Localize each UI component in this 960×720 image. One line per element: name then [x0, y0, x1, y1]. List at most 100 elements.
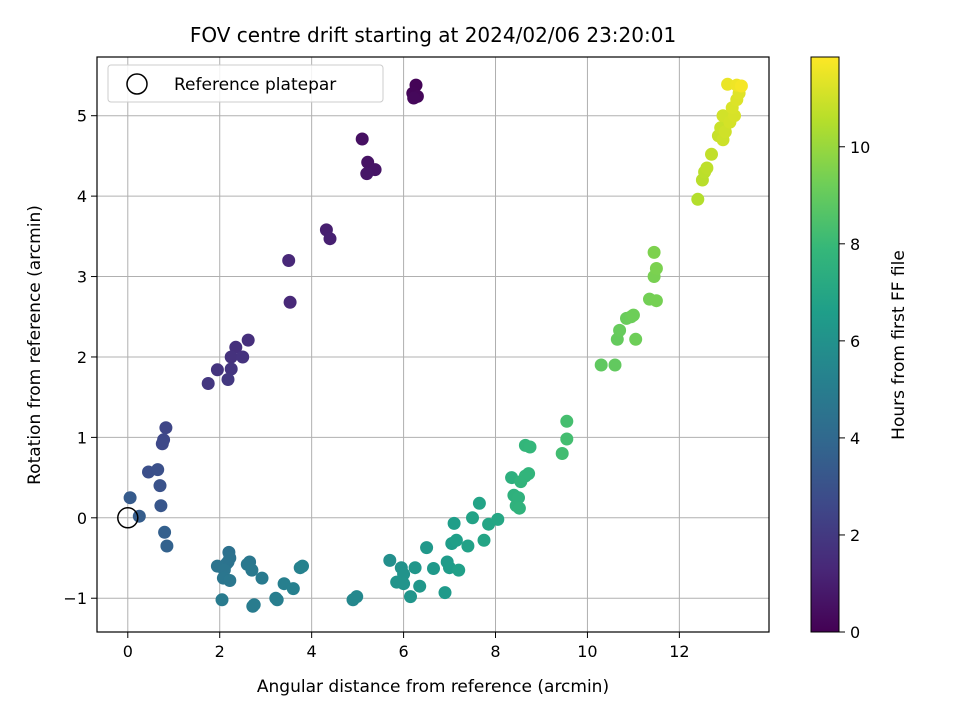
data-point — [449, 533, 463, 547]
data-point — [452, 563, 466, 577]
y-axis: −1 0 1 2 3 4 5 — [63, 107, 97, 608]
data-point — [255, 571, 269, 585]
data-point — [560, 414, 574, 428]
y-tick-label: 5 — [77, 107, 87, 126]
colorbar-ticks: 0 2 4 6 8 10 — [839, 138, 870, 642]
data-points — [123, 77, 748, 613]
data-point — [420, 541, 434, 555]
y-tick-label: −1 — [63, 589, 87, 608]
data-point — [512, 501, 526, 515]
colorbar-tick-label: 2 — [850, 526, 860, 545]
legend-marker-icon — [126, 73, 148, 95]
data-point — [223, 574, 237, 587]
legend-box — [107, 64, 384, 103]
data-point — [413, 579, 427, 593]
data-point — [407, 91, 421, 105]
data-point — [408, 561, 422, 575]
chart-title: FOV centre drift starting at 2024/02/06 … — [190, 23, 676, 47]
data-point — [229, 340, 243, 354]
data-point — [613, 323, 627, 337]
data-point — [158, 525, 172, 539]
data-point — [472, 496, 486, 510]
x-tick-label: 10 — [577, 642, 597, 661]
grid — [97, 57, 769, 632]
data-point — [360, 167, 374, 181]
data-point — [512, 491, 525, 505]
reference-marker-group — [117, 507, 139, 529]
data-point — [283, 295, 297, 309]
data-point — [286, 582, 300, 596]
plot-frame — [96, 56, 770, 633]
x-tick-label: 4 — [307, 642, 317, 661]
data-point — [221, 373, 235, 386]
data-point — [151, 463, 165, 477]
data-point — [608, 358, 622, 372]
x-tick-label: 12 — [669, 642, 689, 661]
data-point — [215, 593, 229, 607]
data-point — [355, 132, 369, 146]
data-point — [649, 294, 663, 308]
x-axis: 0 2 4 6 8 10 12 — [123, 632, 690, 661]
colorbar-tick-label: 6 — [850, 332, 860, 351]
colorbar: 0 2 4 6 8 10 Hours from first FF file — [810, 56, 909, 642]
data-point — [210, 363, 224, 377]
data-point — [691, 192, 705, 206]
data-point — [236, 350, 250, 364]
colorbar-tick-label: 0 — [850, 623, 860, 642]
data-point — [159, 421, 173, 435]
data-point — [461, 539, 475, 553]
data-point — [241, 333, 255, 347]
data-point — [323, 232, 337, 246]
y-tick-label: 2 — [77, 348, 87, 367]
data-point — [594, 358, 608, 372]
reference-platepar-marker — [117, 507, 139, 529]
data-point — [491, 512, 505, 526]
data-point — [427, 562, 440, 575]
y-tick-label: 3 — [77, 268, 87, 287]
data-point — [397, 577, 411, 591]
legend-label: Reference platepar — [174, 75, 336, 95]
colorbar-tick-label: 8 — [850, 235, 860, 254]
y-tick-label: 1 — [77, 428, 87, 447]
data-point — [154, 499, 168, 513]
legend: Reference platepar — [107, 64, 384, 103]
data-point — [296, 559, 309, 573]
data-point — [523, 440, 537, 454]
data-point — [153, 479, 167, 493]
y-tick-label: 4 — [77, 187, 87, 206]
colorbar-label: Hours from first FF file — [889, 250, 909, 440]
x-tick-label: 6 — [398, 642, 408, 661]
data-point — [383, 553, 397, 567]
y-tick-label: 0 — [77, 509, 87, 528]
data-point — [522, 467, 536, 481]
data-point — [201, 377, 215, 390]
data-point — [626, 308, 640, 322]
data-point — [350, 590, 364, 604]
x-tick-label: 0 — [123, 642, 133, 661]
data-point — [270, 593, 284, 607]
data-point — [555, 447, 569, 460]
data-point — [282, 254, 296, 267]
data-point — [466, 511, 479, 525]
data-point — [245, 563, 259, 577]
colorbar-tick-label: 4 — [850, 429, 860, 448]
colorbar-tick-label: 10 — [850, 138, 870, 157]
data-point — [404, 590, 417, 604]
data-point — [447, 516, 461, 530]
data-point — [160, 539, 174, 553]
data-point — [649, 262, 663, 275]
data-point — [734, 79, 748, 93]
data-point — [224, 350, 238, 364]
data-point — [629, 332, 643, 346]
data-point — [123, 491, 137, 505]
colorbar-gradient — [810, 56, 840, 633]
data-point — [560, 432, 574, 446]
x-tick-label: 8 — [490, 642, 500, 661]
data-point — [718, 125, 732, 139]
data-point — [224, 362, 238, 376]
data-point — [647, 245, 661, 259]
data-point — [247, 598, 261, 612]
x-tick-label: 2 — [215, 642, 225, 661]
data-point — [438, 586, 452, 600]
